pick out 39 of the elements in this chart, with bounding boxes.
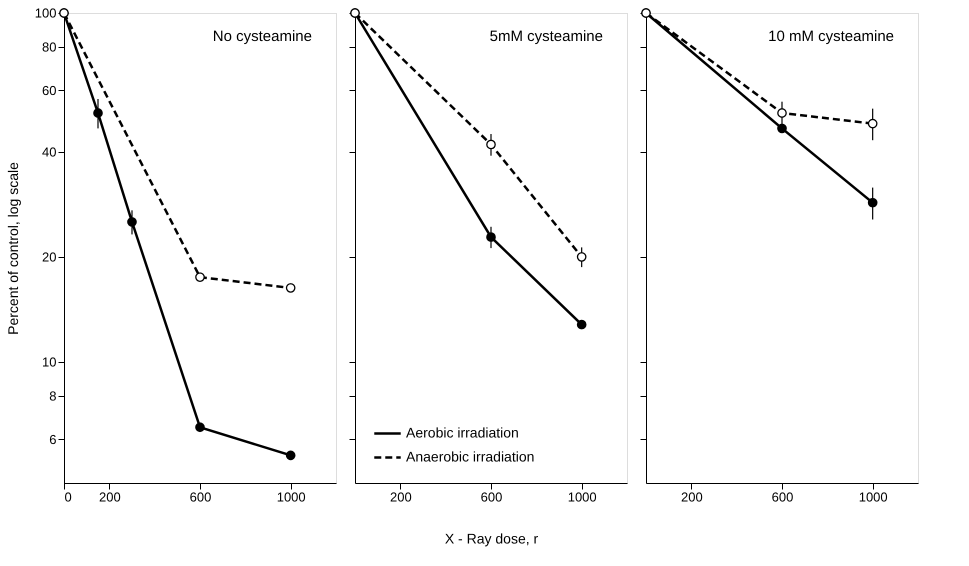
y-tick-label: 60 [42, 82, 56, 98]
y-tick-label: 6 [49, 432, 56, 447]
y-tick-label: 20 [42, 249, 56, 264]
x-tick-label: 1000 [568, 490, 597, 504]
text: 5mM cysteamine [490, 28, 603, 45]
y-tick-label: 100 [34, 6, 56, 20]
point [286, 450, 296, 460]
text: No cysteamine [212, 28, 312, 45]
point [127, 217, 137, 227]
point [93, 108, 103, 118]
x-tick-label: 600 [480, 490, 502, 504]
x-tick-label: 1000 [276, 490, 306, 504]
x-tick-label: 600 [772, 490, 794, 504]
point [868, 198, 878, 208]
legend-label: Aerobic irradiation [406, 424, 519, 440]
x-tick-label: 200 [98, 490, 121, 504]
y-axis-title: Percent of control, log scale [4, 162, 21, 335]
y-tick-label: 40 [42, 144, 56, 160]
point [868, 118, 878, 128]
point [195, 272, 205, 282]
x-tick-label: 600 [190, 490, 212, 504]
x-tick-label: 200 [680, 490, 703, 504]
point [486, 232, 496, 242]
text: 10 mM cysteamine [768, 28, 894, 45]
point [576, 320, 586, 330]
legend-label: Anaerobic irradiation [406, 448, 534, 464]
x-tick-label: 200 [390, 490, 412, 504]
point [286, 283, 296, 293]
point [777, 108, 787, 118]
x-axis-title: X - Ray dose, r [444, 530, 539, 546]
point [777, 124, 787, 134]
y-tick-label: 80 [42, 39, 56, 54]
y-tick-label: 8 [49, 388, 56, 404]
x-tick-label: 1000 [858, 490, 888, 504]
point [576, 252, 586, 262]
y-tick-label: 10 [42, 354, 56, 370]
x-tick-label: 0 [64, 490, 72, 504]
point [195, 422, 205, 432]
point [486, 140, 496, 150]
